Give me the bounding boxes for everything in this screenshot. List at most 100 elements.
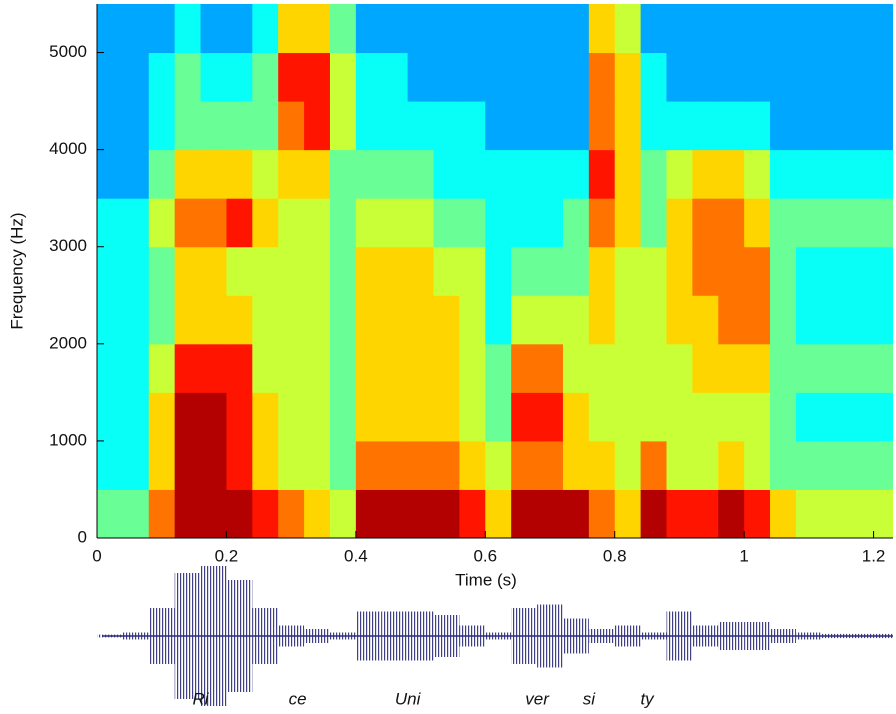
heat-cell	[848, 344, 874, 393]
heat-cell	[589, 441, 615, 490]
heat-cell	[201, 198, 227, 247]
waveform-envelope	[226, 580, 252, 692]
heat-cell	[848, 247, 874, 296]
heat-cell	[485, 247, 511, 296]
heat-cell	[537, 392, 563, 441]
heat-cell	[848, 198, 874, 247]
waveform-envelope	[278, 626, 304, 647]
chart: Time (s) Frequency (Hz) 0100020003000400…	[0, 0, 896, 714]
heat-cell	[874, 247, 896, 296]
heat-cell	[796, 101, 822, 150]
heat-cell	[278, 247, 304, 296]
heat-cell	[226, 295, 252, 344]
heat-cell	[123, 344, 149, 393]
heat-cell	[537, 4, 563, 53]
heat-cell	[537, 441, 563, 490]
heat-cell	[123, 4, 149, 53]
heat-cell	[97, 441, 123, 490]
heat-cell	[822, 101, 848, 150]
heat-cell	[666, 441, 692, 490]
heat-cell	[692, 392, 718, 441]
heat-cell	[563, 247, 589, 296]
heat-cell	[149, 198, 175, 247]
waveform-envelope	[641, 633, 667, 640]
heat-cell	[434, 53, 460, 102]
heat-cell	[201, 150, 227, 199]
waveform-envelope	[796, 633, 822, 640]
heat-cell	[149, 247, 175, 296]
heat-cell	[511, 489, 537, 538]
waveform-envelope	[382, 612, 408, 661]
heat-cell	[408, 392, 434, 441]
heat-cell	[511, 441, 537, 490]
heat-cell	[589, 247, 615, 296]
heat-cell	[563, 150, 589, 199]
heat-cell	[485, 344, 511, 393]
heat-cell	[226, 247, 252, 296]
heat-cell	[252, 150, 278, 199]
heat-cell	[330, 344, 356, 393]
heat-cell	[97, 53, 123, 102]
x-axis-label: Time (s)	[455, 570, 517, 589]
heat-cell	[97, 198, 123, 247]
heat-cell	[537, 295, 563, 344]
heat-cell	[692, 101, 718, 150]
heat-cell	[692, 489, 718, 538]
heat-cell	[692, 344, 718, 393]
heat-cell	[175, 392, 201, 441]
heat-cell	[511, 53, 537, 102]
y-axis-label: Frequency (Hz)	[7, 212, 26, 329]
heat-cell	[201, 489, 227, 538]
heat-cell	[278, 344, 304, 393]
waveform-envelope	[149, 608, 175, 664]
heat-cell	[304, 344, 330, 393]
heat-cell	[226, 4, 252, 53]
heat-cell	[304, 150, 330, 199]
heat-cell	[330, 198, 356, 247]
heat-cell	[563, 4, 589, 53]
heat-cell	[563, 489, 589, 538]
heat-cell	[175, 4, 201, 53]
x-tick-label: 0.8	[603, 546, 627, 565]
heat-cell	[537, 101, 563, 150]
heat-cell	[770, 247, 796, 296]
heat-cell	[330, 295, 356, 344]
heat-cell	[485, 198, 511, 247]
heat-cell	[615, 198, 641, 247]
heat-cell	[796, 247, 822, 296]
heat-cell	[822, 441, 848, 490]
heat-cell	[226, 392, 252, 441]
heat-cell	[718, 489, 744, 538]
x-tick-label: 1	[739, 546, 748, 565]
heat-cell	[226, 150, 252, 199]
waveform-envelope	[356, 612, 382, 661]
heat-cell	[330, 489, 356, 538]
heat-cell	[356, 101, 382, 150]
heat-cell	[615, 247, 641, 296]
heat-cell	[459, 247, 485, 296]
heat-cell	[356, 489, 382, 538]
heat-cell	[511, 198, 537, 247]
heat-cell	[874, 53, 896, 102]
heat-cell	[434, 247, 460, 296]
y-tick-label: 2000	[49, 333, 87, 352]
heat-cell	[848, 392, 874, 441]
heat-cell	[744, 344, 770, 393]
heat-cell	[434, 392, 460, 441]
heat-cell	[434, 198, 460, 247]
heat-cell	[485, 489, 511, 538]
heat-cell	[485, 53, 511, 102]
heat-cell	[796, 392, 822, 441]
y-tick-label: 1000	[49, 430, 87, 449]
heat-cell	[330, 4, 356, 53]
heat-cell	[485, 150, 511, 199]
heat-cell	[666, 295, 692, 344]
heat-cell	[641, 53, 667, 102]
heat-cell	[589, 295, 615, 344]
waveform-envelope	[252, 608, 278, 664]
heat-cell	[382, 295, 408, 344]
heat-cell	[408, 489, 434, 538]
heat-cell	[97, 247, 123, 296]
heat-cell	[97, 101, 123, 150]
heat-cell	[278, 441, 304, 490]
